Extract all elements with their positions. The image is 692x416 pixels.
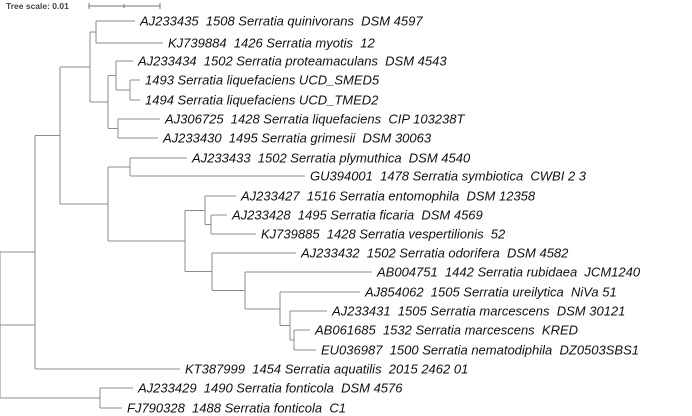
- tree-branches: [0, 20, 372, 409]
- leaf-label-7: AJ233430 1495 Serratia grimesii DSM 3006…: [162, 131, 432, 146]
- leaf-label-19: KT387999 1454 Serratia aquatilis 2015 24…: [185, 362, 468, 377]
- tree-leaf-labels: AJ233435 1508 Serratia quinivorans DSM 4…: [127, 14, 641, 416]
- leaf-label-17: AB061685 1532 Serratia marcescens KRED: [314, 323, 578, 338]
- leaf-label-11: AJ233428 1495 Serratia ficaria DSM 4569: [231, 208, 483, 223]
- leaf-label-4: 1493 Serratia liquefaciens UCD_SMED5: [145, 73, 380, 88]
- leaf-label-21: FJ790328 1488 Serratia fonticola C1: [127, 401, 346, 416]
- tree-scale-label: Tree scale: 0.01: [6, 1, 69, 11]
- leaf-label-13: AJ233432 1502 Serratia odorifera DSM 458…: [300, 246, 569, 261]
- leaf-label-2: KJ739884 1426 Serratia myotis 12: [168, 36, 375, 51]
- leaf-label-15: AJ854062 1505 Serratia ureilytica NiVa 5…: [364, 285, 617, 300]
- leaf-label-1: AJ233435 1508 Serratia quinivorans DSM 4…: [139, 14, 423, 29]
- leaf-label-18: EU036987 1500 Serratia nematodiphila DZ0…: [321, 343, 639, 358]
- leaf-label-14: AB004751 1442 Serratia rubidaea JCM1240: [376, 265, 641, 280]
- tree-scale: Tree scale: 0.01: [6, 1, 161, 11]
- leaf-label-10: AJ233427 1516 Serratia entomophila DSM 1…: [240, 189, 536, 204]
- leaf-label-3: AJ233434 1502 Serratia proteamaculans DS…: [137, 54, 447, 69]
- leaf-label-12: KJ739885 1428 Serratia vespertilionis 52: [261, 227, 506, 242]
- leaf-label-9: GU394001 1478 Serratia symbiotica CWBI 2…: [310, 169, 587, 184]
- leaf-label-6: AJ306725 1428 Serratia liquefaciens CIP …: [164, 112, 465, 127]
- leaf-label-16: AJ233431 1505 Serratia marcescens DSM 30…: [331, 304, 625, 319]
- leaf-label-8: AJ233433 1502 Serratia plymuthica DSM 45…: [191, 151, 471, 166]
- leaf-label-20: AJ233429 1490 Serratia fonticola DSM 457…: [137, 381, 403, 396]
- leaf-label-5: 1494 Serratia liquefaciens UCD_TMED2: [145, 93, 379, 108]
